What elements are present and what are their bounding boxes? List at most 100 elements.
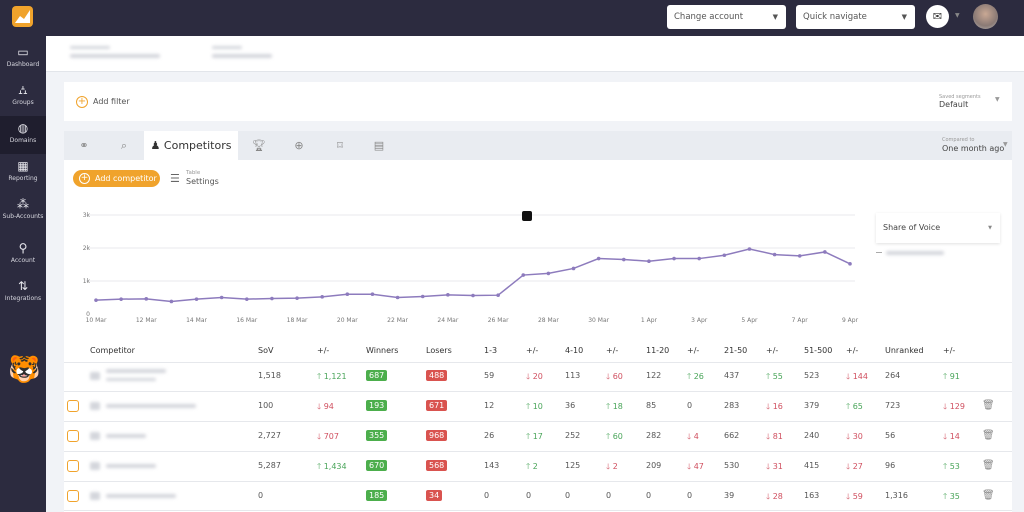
sidebar-item-reporting[interactable]: ▦ Reporting	[0, 154, 46, 192]
arrow-down-icon: 🡓	[943, 402, 950, 411]
caret-down-icon[interactable]: ▼	[1003, 141, 1008, 148]
competitor-name-blurred[interactable]	[106, 434, 146, 438]
column-header[interactable]: 21-50	[724, 346, 748, 355]
delete-icon[interactable]: 🗑︎	[982, 430, 995, 441]
blurred-domain-name[interactable]	[212, 54, 272, 58]
column-header[interactable]: 51-500	[804, 346, 833, 355]
tab-competitors[interactable]: ♟ Competitors	[144, 131, 238, 160]
column-header[interactable]: 1-3	[484, 346, 498, 355]
column-header[interactable]: SoV	[258, 346, 274, 355]
change-value: 20	[532, 372, 543, 381]
competitor-name-blurred[interactable]	[106, 369, 166, 373]
r5-value: 415	[804, 461, 820, 470]
r3-value: 122	[646, 371, 662, 380]
arrow-down-icon: 🡓	[846, 462, 853, 471]
sidebar-item-label: Account	[10, 257, 36, 264]
r3-change: 0	[687, 491, 692, 500]
row-checkbox[interactable]	[67, 430, 79, 442]
column-header[interactable]: +/-	[846, 346, 859, 355]
mail-caret-icon[interactable]: ▼	[955, 12, 960, 19]
r1-value: 12	[484, 401, 495, 410]
table-settings-button[interactable]: Settings	[186, 177, 219, 186]
sidebar-item-domains[interactable]: ◍ Domains	[0, 116, 46, 154]
column-header[interactable]: Winners	[366, 346, 399, 355]
change-account-label: Change account	[674, 12, 744, 22]
legend-series-blurred[interactable]	[886, 251, 944, 255]
r4-change: 🡓 31	[766, 461, 783, 475]
data-point	[471, 293, 475, 298]
tab-clipboard-icon[interactable]: ▤	[373, 139, 385, 152]
sidebar-item-dashboard[interactable]: ▭ Dashboard	[0, 40, 46, 78]
r1-change: 0	[526, 491, 531, 500]
data-point	[571, 266, 576, 271]
change-value: 14	[949, 432, 960, 441]
monitor-icon: ▭	[17, 45, 29, 59]
saved-segments-dropdown[interactable]: Default	[939, 100, 969, 109]
delete-icon[interactable]: 🗑︎	[982, 490, 995, 501]
change-value: 0	[606, 491, 612, 500]
blurred-label	[212, 46, 242, 49]
add-filter-button[interactable]: Add filter	[93, 97, 130, 106]
data-point	[596, 256, 601, 261]
blurred-account-name[interactable]	[70, 54, 160, 58]
arrow-up-icon: 🡑	[526, 402, 533, 411]
delete-icon[interactable]: 🗑︎	[982, 460, 995, 471]
tab-crosshair-icon[interactable]: ⊕	[294, 139, 304, 152]
row-checkbox[interactable]	[67, 400, 79, 412]
chart-metric-dropdown[interactable]: Share of Voice ▼	[876, 213, 1000, 243]
un-value: 56	[885, 431, 896, 440]
app-logo[interactable]	[12, 6, 33, 27]
change-value: 35	[949, 492, 960, 501]
r3-value: 282	[646, 431, 662, 440]
column-header[interactable]: +/-	[317, 346, 330, 355]
column-header[interactable]: +/-	[766, 346, 779, 355]
caret-down-icon[interactable]: ▼	[995, 96, 1000, 103]
avatar[interactable]	[973, 4, 998, 29]
tab-trophy-icon[interactable]: 🏆︎	[252, 139, 266, 152]
sliders-icon[interactable]: ☰	[170, 172, 180, 185]
sidebar-item-sub-accounts[interactable]: ⁂ Sub-Accounts	[0, 192, 46, 230]
column-header[interactable]: Unranked	[885, 346, 924, 355]
column-header[interactable]: 4-10	[565, 346, 584, 355]
column-header[interactable]: +/-	[606, 346, 619, 355]
sidebar-item-groups[interactable]: ⛼ Groups	[0, 78, 46, 116]
competitor-name-blurred[interactable]	[106, 464, 156, 468]
column-header[interactable]: Competitor	[90, 346, 135, 355]
change-value: 0	[526, 491, 532, 500]
column-header[interactable]: +/-	[687, 346, 700, 355]
quick-navigate-dropdown[interactable]: Quick navigate ▼	[796, 5, 915, 29]
sidebar-item-account[interactable]: ⚲ Account	[0, 236, 46, 274]
competitor-domain-blurred	[106, 378, 156, 381]
column-header[interactable]: +/-	[943, 346, 956, 355]
add-filter-icon[interactable]: +	[76, 96, 88, 108]
sidebar-item-integrations[interactable]: ⇅ Integrations	[0, 274, 46, 312]
r4-value: 283	[724, 401, 740, 410]
change-value: 31	[772, 462, 783, 471]
mail-icon[interactable]: ✉	[926, 5, 949, 28]
chess-pawn-icon: ♟	[150, 139, 161, 152]
row-checkbox[interactable]	[67, 460, 79, 472]
data-point	[823, 250, 827, 254]
row-checkbox[interactable]	[67, 490, 79, 502]
add-competitor-button[interactable]: + Add competitor	[73, 170, 160, 187]
tab-overview-binoculars-icon[interactable]: ⚭	[79, 139, 89, 152]
change-value: 10	[532, 402, 543, 411]
change-account-dropdown[interactable]: Change account ▼	[667, 5, 786, 29]
column-header[interactable]: Losers	[426, 346, 452, 355]
arrow-down-icon: 🡓	[943, 432, 950, 441]
data-point	[219, 295, 224, 300]
compared-to-dropdown[interactable]: One month ago	[942, 144, 1005, 153]
tab-search-icon[interactable]: ⌕	[120, 139, 128, 152]
note-icon[interactable]	[522, 211, 532, 221]
column-header[interactable]: 11-20	[646, 346, 670, 355]
un-change: 🡑 35	[943, 491, 960, 505]
arrow-down-icon: 🡓	[687, 462, 694, 471]
competitor-name-blurred[interactable]	[106, 404, 196, 408]
tab-tag-icon[interactable]: ⌑	[337, 139, 343, 152]
delete-icon[interactable]: 🗑︎	[982, 400, 995, 411]
competitor-name-blurred[interactable]	[106, 494, 176, 498]
saved-segments-label: Saved segments	[939, 94, 981, 100]
winners-badge: 670	[366, 460, 388, 471]
column-header[interactable]: +/-	[526, 346, 539, 355]
x-tick-label: 20 Mar	[337, 317, 358, 324]
